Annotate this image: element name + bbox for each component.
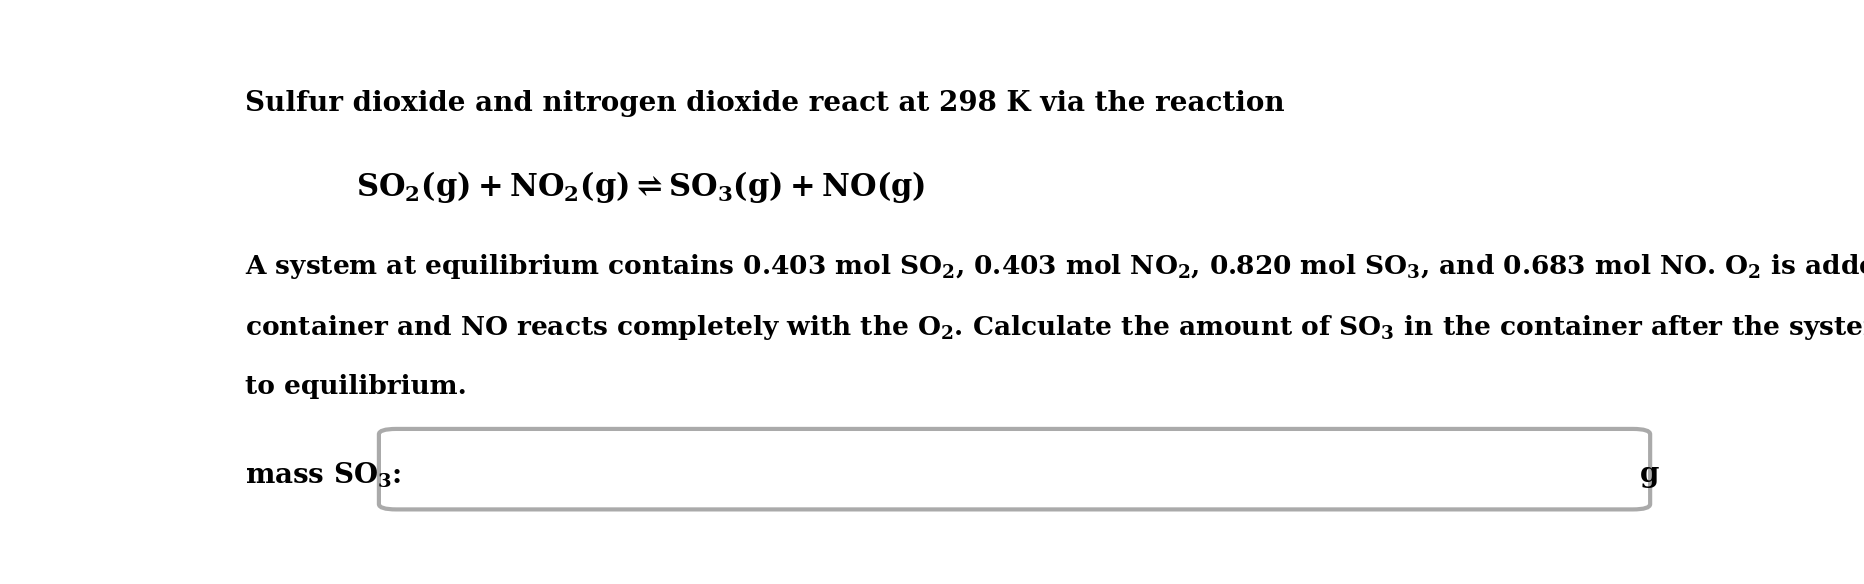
Text: mass $\mathrm{SO_3}$:: mass $\mathrm{SO_3}$:: [244, 460, 401, 489]
Text: A system at equilibrium contains 0.403 mol $\mathrm{SO_2}$, 0.403 mol $\mathrm{N: A system at equilibrium contains 0.403 m…: [244, 252, 1864, 281]
Text: container and NO reacts completely with the $\mathrm{O_2}$. Calculate the amount: container and NO reacts completely with …: [244, 313, 1864, 342]
Text: Sulfur dioxide and nitrogen dioxide react at 298 K via the reaction: Sulfur dioxide and nitrogen dioxide reac…: [244, 91, 1284, 117]
Text: g: g: [1640, 461, 1659, 488]
FancyBboxPatch shape: [378, 429, 1650, 509]
Text: to equilibrium.: to equilibrium.: [244, 374, 466, 399]
Text: $\mathrm{SO_2(g) + NO_2(g) \rightleftharpoons SO_3(g) + NO(g)}$: $\mathrm{SO_2(g) + NO_2(g) \rightlefthar…: [356, 169, 925, 205]
